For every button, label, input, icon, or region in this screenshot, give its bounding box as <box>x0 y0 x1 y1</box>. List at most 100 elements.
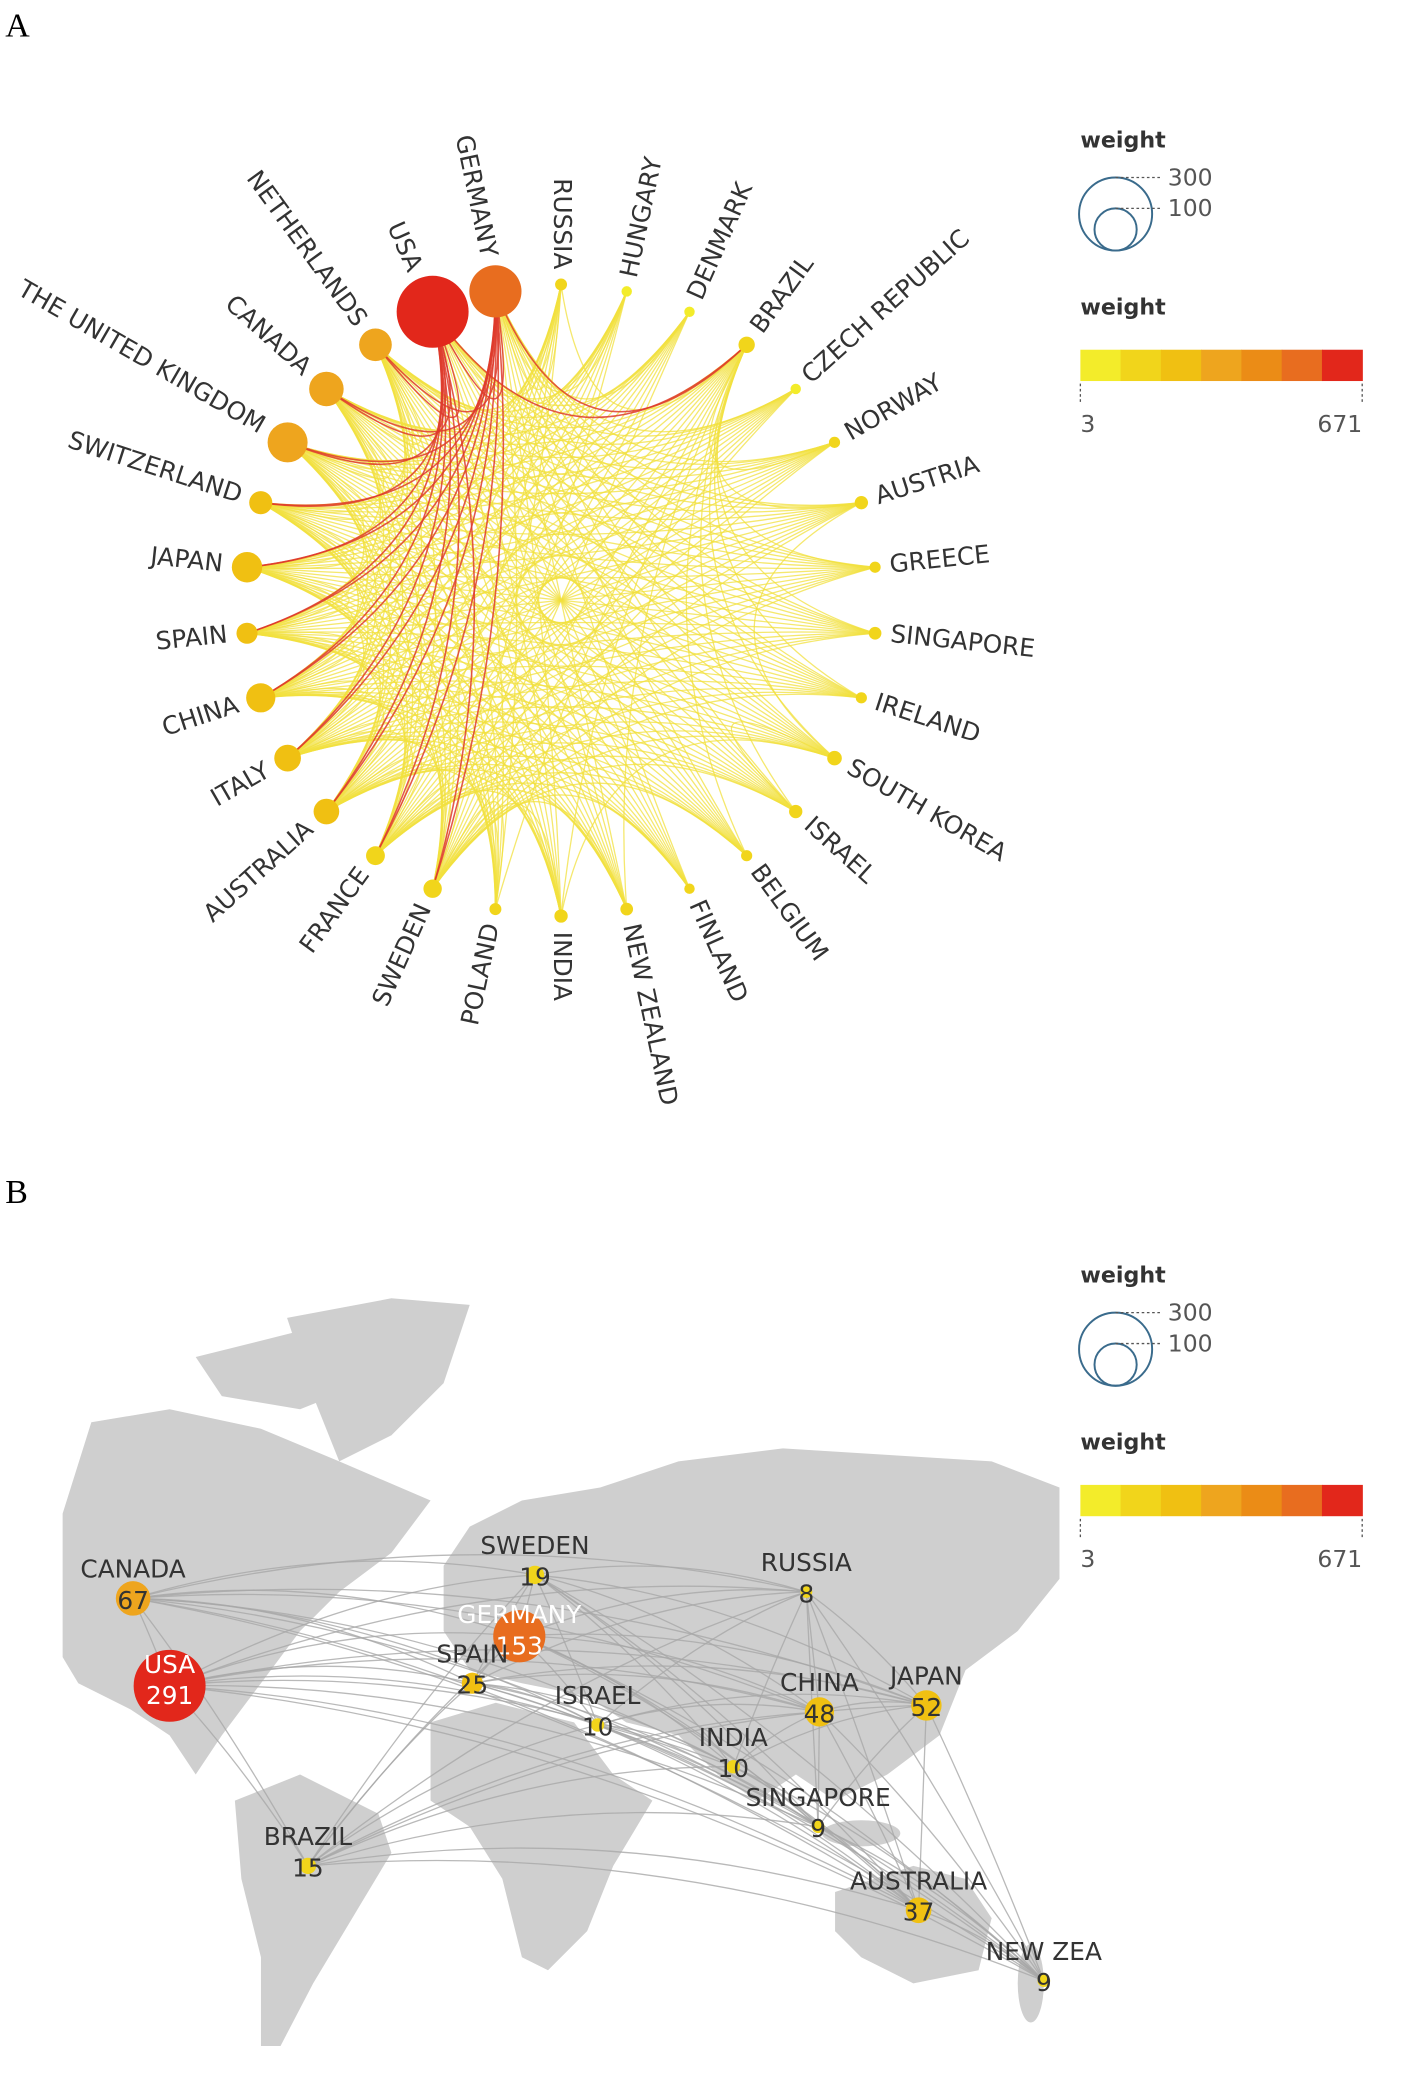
link <box>732 1704 927 1768</box>
link <box>374 782 460 889</box>
link <box>817 1826 920 1911</box>
link <box>132 1589 520 1637</box>
link <box>326 388 862 699</box>
node-label: SWITZERLAND <box>64 425 246 509</box>
node <box>684 306 695 318</box>
link <box>260 502 497 910</box>
link <box>432 502 862 890</box>
color-swatch <box>1321 1484 1363 1517</box>
link <box>494 291 876 634</box>
link <box>307 1682 473 1867</box>
link <box>519 1635 920 1911</box>
node <box>738 336 755 353</box>
node <box>366 846 385 866</box>
node <box>313 798 340 825</box>
link <box>472 1665 927 1707</box>
link <box>287 441 691 890</box>
node-value: 67 <box>117 1586 149 1615</box>
node-label: JAPAN <box>147 541 224 578</box>
node-label: CHINA <box>780 1668 859 1697</box>
node-label: HUNGARY <box>614 154 668 280</box>
link <box>260 502 876 570</box>
link <box>925 1705 1045 1981</box>
link <box>374 441 835 857</box>
link <box>374 344 876 634</box>
node <box>854 495 869 510</box>
legend-min: 3 <box>1080 1545 1095 1573</box>
node <box>869 561 881 573</box>
link <box>494 291 691 889</box>
link <box>432 311 835 759</box>
node-label: RUSSIA <box>548 178 577 269</box>
node-value: 153 <box>496 1632 543 1661</box>
node-label: ISRAEL <box>799 810 882 889</box>
link <box>307 1574 536 1867</box>
legend-max: 671 <box>1317 1545 1362 1573</box>
link <box>169 1585 807 1687</box>
node <box>267 422 308 463</box>
link <box>287 441 748 857</box>
node <box>828 436 841 448</box>
node-label: SINGAPORE <box>889 619 1036 663</box>
node-label: AUSTRIA <box>871 449 982 510</box>
node <box>236 622 258 644</box>
link <box>375 344 862 509</box>
link <box>260 680 835 759</box>
link <box>374 344 499 910</box>
link <box>534 1574 1045 1982</box>
link <box>260 311 691 699</box>
link <box>326 388 862 513</box>
link <box>260 631 876 699</box>
link <box>519 1589 807 1637</box>
link <box>169 1574 536 1687</box>
link <box>287 721 392 812</box>
link <box>326 388 876 634</box>
link <box>169 1684 819 1828</box>
node <box>684 883 695 894</box>
link <box>287 680 862 759</box>
link <box>246 502 355 570</box>
link <box>247 632 797 813</box>
link <box>494 291 748 857</box>
link <box>494 291 628 910</box>
node-value: 9 <box>810 1814 826 1843</box>
link <box>287 311 447 759</box>
node <box>827 750 842 766</box>
link <box>260 502 797 813</box>
node <box>1037 1974 1051 1988</box>
link <box>918 1909 1045 1982</box>
link <box>375 344 835 471</box>
node-label: POLAND <box>455 921 505 1028</box>
node <box>621 286 632 297</box>
node <box>299 1857 317 1875</box>
link <box>260 665 862 699</box>
link <box>432 311 876 634</box>
node-label: USA <box>144 1650 195 1679</box>
link <box>325 388 422 856</box>
link <box>246 566 835 759</box>
link <box>132 1554 807 1600</box>
node-label: AUSTRALIA <box>850 1866 987 1895</box>
link <box>133 1593 820 1713</box>
color-swatch <box>1201 1484 1243 1517</box>
node <box>489 903 502 916</box>
node <box>249 491 273 515</box>
link <box>247 632 835 759</box>
link <box>534 1565 807 1593</box>
node-label: CHINA <box>158 690 242 742</box>
links-red <box>246 291 748 889</box>
node <box>133 1649 206 1722</box>
node-label: SWEDEN <box>366 899 437 1011</box>
link <box>431 311 476 889</box>
link <box>432 311 505 910</box>
link <box>169 1658 820 1713</box>
link <box>597 1724 734 1768</box>
link <box>374 311 460 857</box>
link <box>260 687 797 813</box>
legend-label: 300 <box>1168 1298 1213 1326</box>
link <box>432 284 562 889</box>
node-value: 8 <box>798 1579 814 1608</box>
link <box>534 1574 927 1706</box>
node <box>246 683 276 713</box>
link <box>374 291 499 413</box>
